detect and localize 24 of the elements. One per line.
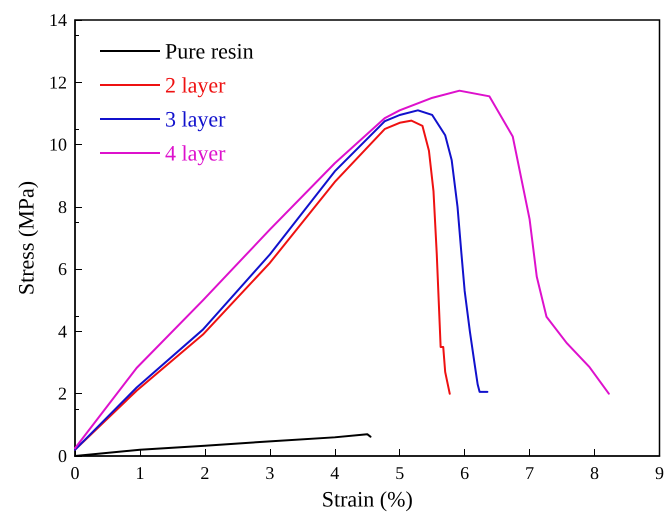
x-tick-label: 9 (655, 463, 664, 483)
y-tick-label: 2 (58, 384, 67, 404)
y-tick-label: 4 (58, 321, 67, 342)
x-tick-label: 8 (590, 463, 600, 483)
x-tick-label: 4 (330, 463, 340, 483)
x-tick-label: 6 (460, 463, 470, 483)
x-tick-label: 1 (135, 463, 144, 483)
y-tick-label: 0 (58, 446, 67, 466)
y-tick-label: 6 (58, 259, 67, 280)
legend-label: 2 layer (165, 72, 226, 98)
legend-label: 3 layer (165, 106, 226, 132)
y-tick-label: 8 (58, 196, 67, 217)
legend-label: Pure resin (165, 38, 254, 64)
legend-label: 4 layer (165, 140, 226, 166)
y-axis-title: Stress (MPa) (14, 180, 38, 296)
y-tick-label: 10 (49, 134, 67, 155)
x-axis-title: Strain (%) (322, 486, 413, 512)
x-tick-label: 3 (265, 463, 274, 483)
y-tick-label: 14 (49, 10, 67, 30)
x-tick-label: 7 (525, 463, 534, 483)
x-tick-label: 2 (200, 463, 210, 483)
x-tick-label: 0 (70, 463, 80, 483)
x-tick-label: 5 (395, 463, 404, 483)
y-tick-label: 12 (49, 72, 67, 92)
